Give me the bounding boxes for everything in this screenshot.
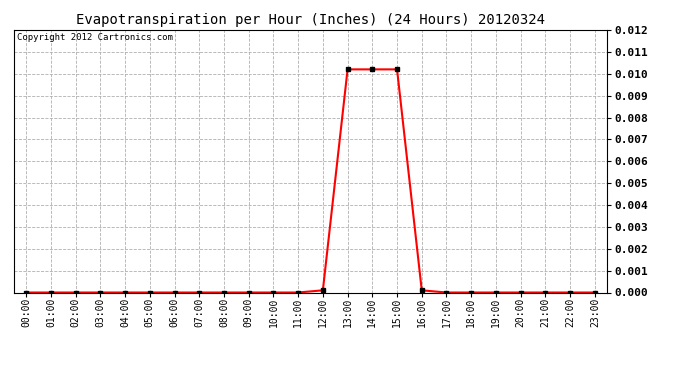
Title: Evapotranspiration per Hour (Inches) (24 Hours) 20120324: Evapotranspiration per Hour (Inches) (24… [76,13,545,27]
Text: Copyright 2012 Cartronics.com: Copyright 2012 Cartronics.com [17,33,172,42]
